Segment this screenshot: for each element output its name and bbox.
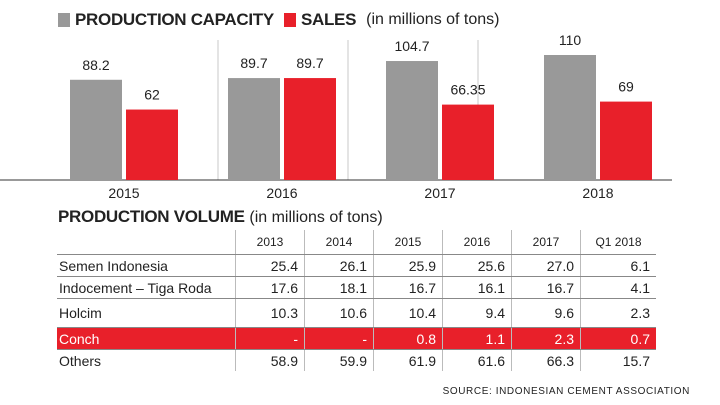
table-row: Semen Indonesia 25.4 26.1 25.9 25.6 27.0… — [57, 254, 656, 277]
table-cell: 61.6 — [442, 349, 512, 371]
x-tick-label-2015: 2015 — [108, 185, 139, 201]
table-cell: 59.9 — [304, 349, 374, 371]
chart-legend: Production capacity Sales (in millions o… — [58, 8, 500, 32]
row-name: Others — [59, 352, 102, 369]
table-cell: 25.4 — [235, 254, 305, 277]
capacity-value-label-2016: 89.7 — [240, 55, 267, 71]
table-row: Others 58.9 59.9 61.9 61.6 66.3 15.7 — [57, 349, 656, 371]
column-header: 2017 — [511, 230, 581, 255]
table-cell: - — [235, 327, 305, 350]
table-cell: 26.1 — [304, 254, 374, 277]
table-cell: 16.1 — [442, 276, 512, 299]
x-tick-label-2018: 2018 — [582, 185, 613, 201]
sales-legend-swatch — [283, 13, 296, 27]
column-header: Q1 2018 — [580, 230, 656, 255]
table-cell: 9.4 — [442, 298, 512, 328]
sales-value-label-2017: 66.35 — [450, 82, 485, 98]
table-row: Indocement – Tiga Roda 17.6 18.1 16.7 16… — [57, 276, 656, 299]
table-cell: 58.9 — [235, 349, 305, 371]
sales-value-label-2015: 62 — [144, 87, 160, 103]
column-header: 2013 — [235, 230, 305, 255]
table-title: Production volume — [58, 207, 245, 226]
table-title-block: Production volume (in millions of tons) — [58, 207, 383, 227]
capacity-value-label-2015: 88.2 — [82, 57, 109, 73]
column-header: 2014 — [304, 230, 374, 255]
source-note: SOURCE: INDONESIAN CEMENT ASSOCIATION — [442, 386, 690, 397]
x-tick-label-2017: 2017 — [424, 185, 455, 201]
capacity-legend-swatch — [58, 13, 70, 27]
table-row-highlighted: Conch - - 0.8 1.1 2.3 0.7 — [57, 327, 656, 350]
capacity-bar-2015 — [70, 79, 122, 180]
table-cell: 25.6 — [442, 254, 512, 277]
table-cell: 18.1 — [304, 276, 374, 299]
table-cell: 10.3 — [235, 298, 305, 328]
chart-unit-label: (in millions of tons) — [366, 11, 500, 28]
table-cell: 27.0 — [511, 254, 581, 277]
table-cell: 61.9 — [373, 349, 443, 371]
table-cell: 10.4 — [373, 298, 443, 328]
sales-value-label-2016: 89.7 — [296, 55, 323, 71]
table-cell: 6.1 — [580, 254, 656, 277]
table-cell: - — [304, 327, 374, 350]
sales-bar-2015 — [126, 109, 178, 180]
table-cell: 15.7 — [580, 349, 656, 371]
capacity-value-label-2017: 104.7 — [394, 38, 429, 54]
table-cell: 66.3 — [511, 349, 581, 371]
table-cell: 0.8 — [373, 327, 443, 350]
table-cell: 16.7 — [373, 276, 443, 299]
capacity-bar-2018 — [544, 55, 596, 180]
row-name: Conch — [57, 327, 236, 350]
sales-bar-2016 — [284, 78, 336, 180]
table-unit: (in millions of tons) — [249, 209, 383, 226]
capacity-bar-2016 — [228, 78, 280, 180]
sales-value-label-2018: 69 — [618, 79, 634, 95]
capacity-legend-label: Production capacity — [75, 10, 274, 29]
table-cell: 2.3 — [511, 327, 581, 350]
row-name: Semen Indonesia — [57, 254, 236, 277]
column-header: 2015 — [373, 230, 443, 255]
production-volume-table: 2013 2014 2015 2016 2017 Q1 2018 Semen I… — [57, 230, 656, 371]
sales-bar-2018 — [600, 101, 652, 180]
table-cell: 1.1 — [442, 327, 512, 350]
table-cell: 0.7 — [580, 327, 656, 350]
header-corner — [57, 230, 236, 255]
table-cell: 10.6 — [304, 298, 374, 328]
sales-bar-2017 — [442, 104, 494, 180]
x-tick-label-2016: 2016 — [266, 185, 297, 201]
table-cell: 25.9 — [373, 254, 443, 277]
row-name: Indocement – Tiga Roda — [57, 276, 236, 299]
table-cell: 17.6 — [235, 276, 305, 299]
table-header-row: 2013 2014 2015 2016 2017 Q1 2018 — [57, 230, 656, 255]
sales-legend-label: Sales — [300, 10, 357, 29]
table-cell: 4.1 — [580, 276, 656, 299]
bar-chart: 88.2 62 2015 89.7 89.7 2016 104.7 66.35 2017 110 6… — [0, 32, 672, 201]
table-cell: 16.7 — [511, 276, 581, 299]
table-cell: 2.3 — [580, 298, 656, 328]
row-name: Holcim — [57, 298, 236, 328]
capacity-bar-2017 — [386, 61, 438, 180]
table-cell: 9.6 — [511, 298, 581, 328]
capacity-value-label-2018: 110 — [559, 32, 582, 48]
column-header: 2016 — [442, 230, 512, 255]
table-row: Holcim 10.3 10.6 10.4 9.4 9.6 2.3 — [57, 298, 656, 328]
